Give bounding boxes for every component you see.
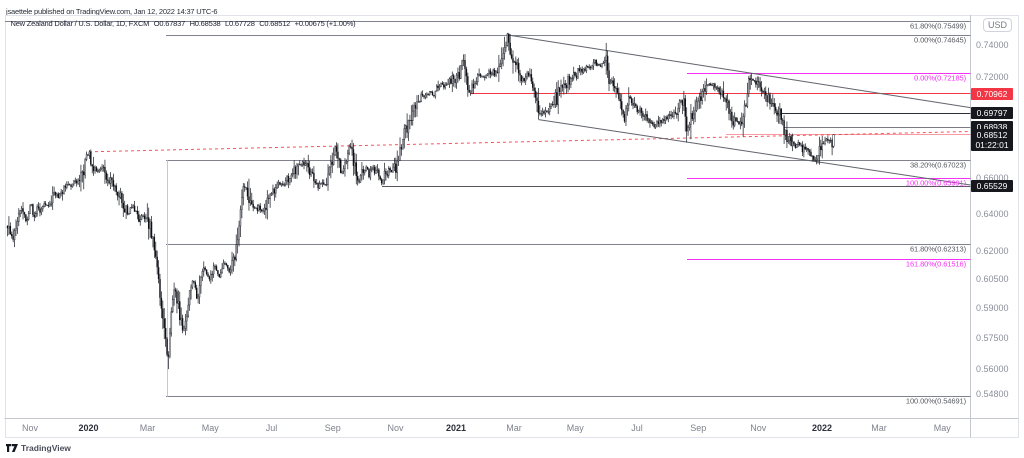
price-tick: 0.64000 xyxy=(976,208,1009,219)
price-axis[interactable]: USD 0.74000 0.72000 0.66000 0.64000 0.62000 0… xyxy=(971,15,1018,418)
bar-countdown: 01:22:01 xyxy=(975,140,1009,151)
symbol-title: New Zealand Dollar / U.S. Dollar, 1D, FX… xyxy=(10,19,150,28)
time-label: 2022 xyxy=(811,423,833,433)
price-tick: 0.72000 xyxy=(976,71,1009,82)
time-label: Mar xyxy=(506,423,522,433)
time-label: May xyxy=(201,423,219,433)
tradingview-brand-text: TradingView xyxy=(21,443,71,453)
ohlc-close: C0.68512 xyxy=(259,19,291,28)
badge-price: 0.70962 xyxy=(976,88,1008,99)
price-level-badge[interactable]: 0.70962 xyxy=(971,87,1013,100)
badge-price: 0.65529 xyxy=(976,181,1008,192)
time-label: May xyxy=(566,423,584,433)
time-label: Mar xyxy=(871,423,887,433)
time-label: Nov xyxy=(750,423,767,433)
ohlc-high: H0.68538 xyxy=(189,19,221,28)
time-label: 2021 xyxy=(445,423,467,433)
time-label: Jul xyxy=(631,423,643,433)
badge-price: 0.69797 xyxy=(976,108,1008,119)
time-label: May xyxy=(933,423,951,433)
price-tick: 0.59000 xyxy=(976,303,1009,314)
currency-toggle[interactable]: USD xyxy=(983,18,1013,32)
time-label: Nov xyxy=(21,423,39,433)
price-tick: 0.66000 xyxy=(976,173,1009,184)
time-label: Jul xyxy=(265,423,278,433)
tradingview-logo-icon xyxy=(6,444,18,452)
price-tick: 0.57500 xyxy=(976,333,1009,344)
price-tick: 0.60500 xyxy=(976,274,1009,285)
last-price-badge[interactable]: 0.68512 01:22:01 xyxy=(971,129,1013,152)
tradingview-attribution[interactable]: TradingView xyxy=(6,442,71,454)
price-tick: 0.62000 xyxy=(976,245,1009,256)
ohlc-open: O0.67837 xyxy=(153,19,186,28)
badge-price: 0.68512 xyxy=(976,130,1008,141)
time-label: Sep xyxy=(324,423,341,433)
time-label: Sep xyxy=(690,423,707,433)
ohlc-change: +0.00675 (+1.00%) xyxy=(294,19,356,28)
price-tick: 0.56000 xyxy=(976,364,1009,375)
price-tick: 0.74000 xyxy=(976,40,1009,51)
time-axis[interactable]: Nov 2020 Mar May Jul Sep Nov 2021 Mar May Jul Sep No… xyxy=(0,418,1024,438)
badge-price: 0.68938 xyxy=(976,122,1008,133)
time-label: Nov xyxy=(387,423,404,433)
price-tick: 0.54800 xyxy=(976,389,1009,400)
symbol-ohlc-header[interactable]: New Zealand Dollar / U.S. Dollar, 1D, FX… xyxy=(11,19,360,28)
price-level-badge[interactable]: 0.65529 xyxy=(971,180,1013,193)
time-label: Mar xyxy=(139,423,156,433)
time-label: 2020 xyxy=(78,423,99,433)
price-level-badge[interactable]: 0.69797 xyxy=(971,107,1013,120)
ohlc-low: L0.67728 xyxy=(225,19,255,28)
